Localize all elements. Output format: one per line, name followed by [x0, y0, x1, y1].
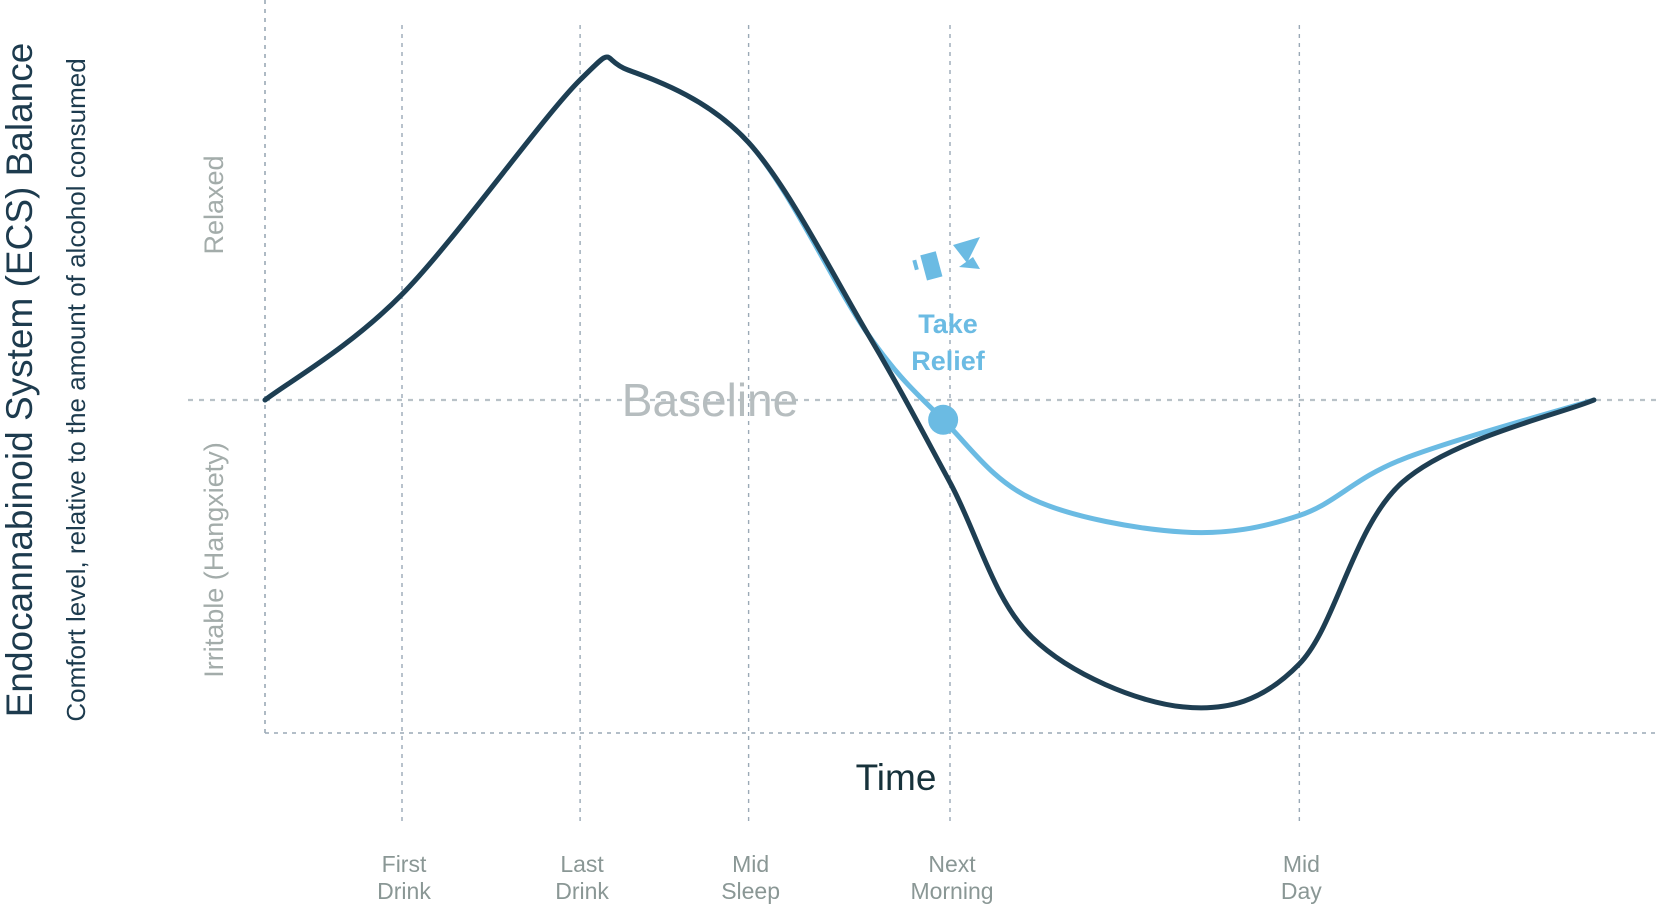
x-tick-label-1-line1: First: [382, 851, 427, 877]
series-line-with-relief: [262, 54, 1597, 536]
take-relief-annotation: Take Relief: [911, 237, 986, 435]
x-axis-title: Time: [856, 757, 937, 798]
relaxed-band-label: Relaxed: [199, 155, 229, 254]
dropper-icon: [912, 237, 980, 281]
baseline-label: Baseline: [622, 374, 798, 426]
y-axis-title: Endocannabinoid System (ECS) Balance: [0, 43, 40, 718]
x-tick-label-3-line1: Mid: [732, 851, 769, 877]
x-tick-label-4-line2: Morning: [910, 878, 993, 904]
x-tick-label-1-line2: Drink: [377, 878, 431, 904]
irritable-band-label: Irritable (Hangxiety): [199, 442, 229, 678]
x-tick-label-5-line2: Day: [1281, 878, 1322, 904]
series-lines: [262, 54, 1597, 711]
x-tick-label-2-line1: Last: [560, 851, 604, 877]
take-relief-marker: [928, 404, 959, 435]
take-relief-line2: Relief: [911, 346, 986, 376]
x-tick-label-5-line1: Mid: [1283, 851, 1320, 877]
x-tick-label-2-line2: Drink: [555, 878, 609, 904]
series-line-without-relief: [262, 54, 1597, 711]
x-tick-label-4-line1: Next: [928, 851, 976, 877]
x-tick-label-3-line2: Sleep: [721, 878, 780, 904]
x-tick-labels: FirstDrinkLastDrinkMidSleepNextMorningMi…: [377, 851, 1322, 904]
y-axis-subtitle: Comfort level, relative to the amount of…: [61, 58, 91, 721]
take-relief-line1: Take: [918, 309, 978, 339]
